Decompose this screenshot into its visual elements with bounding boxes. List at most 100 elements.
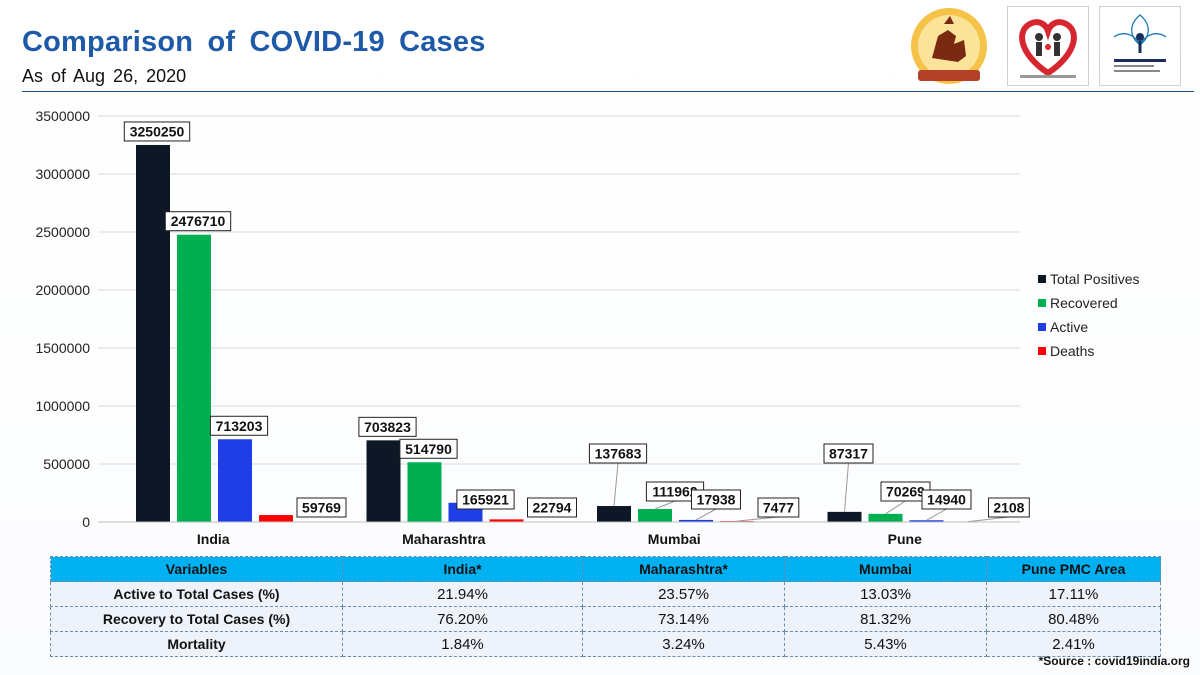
legend-swatch [1038,299,1046,307]
data-label: 87317 [829,446,868,462]
data-label: 111962 [652,484,697,500]
label-leader-line [885,500,906,515]
data-label-box [296,497,347,518]
bar [679,519,713,522]
bar [597,506,631,522]
y-tick-label: 2500000 [35,224,90,240]
bar [868,513,903,522]
bar [638,509,672,522]
page-title: Comparison of COVID-19 Cases [22,26,486,58]
label-leader-line [844,462,849,512]
x-tick-label: Maharashtra [402,531,485,547]
page-subtitle: As of Aug 26, 2020 [22,66,187,86]
table-cell: 80.48% [986,606,1161,632]
bar [366,440,401,522]
table-cell: 73.14% [582,606,785,632]
source-note: *Source : covid19india.org [1038,654,1190,668]
bar [136,144,170,522]
data-label-box [456,489,515,510]
bar [177,234,211,522]
table-header: Pune PMC Area [986,556,1161,582]
data-label: 70269 [886,484,925,500]
data-label: 3250250 [130,123,185,139]
data-label-box [921,489,972,510]
data-label: 514790 [405,441,452,457]
table-row: Mortality 1.84% 3.24% 5.43% 2.41% [50,631,1161,657]
bar [489,519,524,522]
data-label-box [527,497,577,518]
table-cell: 21.94% [342,581,583,607]
legend-swatch [1038,275,1046,283]
data-label-box [164,211,232,232]
data-label: 17938 [697,492,736,508]
bar [407,462,442,522]
bar [218,439,252,522]
table-row: Recovery to Total Cases (%) 76.20% 73.14… [50,606,1161,632]
y-tick-label: 2000000 [35,282,90,298]
x-tick-label: Mumbai [648,531,701,547]
y-tick-label: 0 [82,514,90,530]
table-row: Active to Total Cases (%) 21.94% 23.57% … [50,581,1161,607]
data-label-box [588,443,648,464]
y-tick-label: 500000 [43,456,90,472]
y-tick-label: 3500000 [35,108,90,124]
data-label-box [358,416,417,437]
legend-swatch [1038,323,1046,331]
data-label-box [757,497,800,518]
row-label: Active to Total Cases (%) [50,581,343,607]
data-label: 165921 [462,492,509,508]
title-divider [22,91,1194,92]
table-header: Maharashtra* [582,556,785,582]
table-cell: 3.24% [582,631,785,657]
legend-swatch [1038,347,1046,355]
table-cell: 2.41% [986,631,1161,657]
table-cell: 5.43% [784,631,987,657]
table-cell: 1.84% [342,631,583,657]
legend-entry: Active [1050,319,1088,335]
x-tick-label: India [197,531,230,547]
bar [909,520,944,522]
table-cell: 17.11% [986,581,1161,607]
data-label-box [399,438,458,459]
data-label: 59769 [302,500,341,516]
label-leader-line [654,500,676,510]
table-header: Variables [50,556,343,582]
data-label-box [823,443,874,464]
table-cell: 13.03% [784,581,987,607]
row-label: Recovery to Total Cases (%) [50,606,343,632]
public-health-department-logo [1007,6,1089,86]
x-tick-label: Pune [888,531,922,547]
legend-entry: Recovered [1050,295,1118,311]
table-cell: 81.32% [784,606,987,632]
table-cell: 23.57% [582,581,785,607]
label-leader-line [967,516,1009,523]
y-tick-label: 1500000 [35,340,90,356]
data-label: 22794 [533,500,572,516]
table-header: India* [342,556,583,582]
table-header-row: Variables India* Maharashtra* Mumbai Pun… [50,556,1161,582]
y-tick-label: 1000000 [35,398,90,414]
row-label: Mortality [50,631,343,657]
data-label-box [691,489,741,510]
table-cell: 76.20% [342,606,583,632]
label-leader-line [736,516,779,522]
bar [827,511,862,522]
label-leader-line [926,508,947,521]
data-label-box [209,415,269,436]
data-label-box [123,121,191,142]
label-leader-line [613,462,619,507]
data-label: 2476710 [171,213,226,229]
table-header: Mumbai [784,556,987,582]
bar-chart: 0 500000 1000000 1500000 2000000 2500000 30000… [35,108,1139,547]
legend-entry: Deaths [1050,343,1094,359]
pune-smart-city-logo [1099,6,1181,86]
data-label: 2108 [993,500,1024,516]
pune-municipal-corporation-logo [904,6,994,86]
statistics-table: Variables India* Maharashtra* Mumbai Pun… [50,556,1161,657]
y-tick-label: 3000000 [35,166,90,182]
data-label: 703823 [364,419,411,435]
data-label: 713203 [216,418,263,434]
legend-entry: Total Positives [1050,271,1139,287]
label-leader-line [695,508,717,521]
